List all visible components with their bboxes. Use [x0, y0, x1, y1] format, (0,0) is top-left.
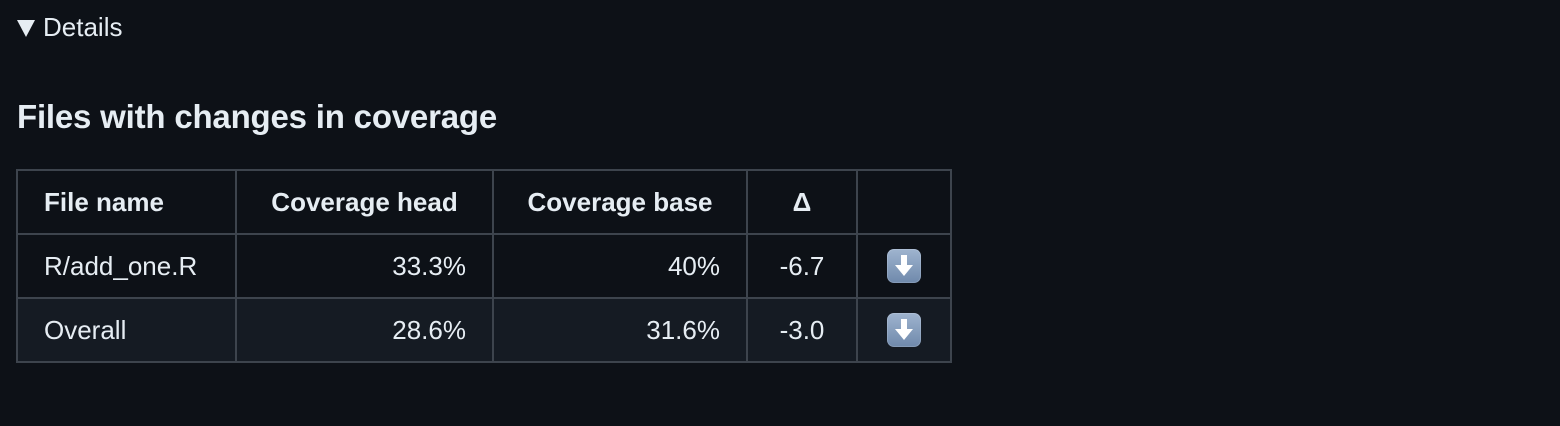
coverage-table: File name Coverage head Coverage base Δ …: [16, 169, 952, 363]
down-arrow-icon: [887, 249, 921, 284]
details-summary-toggle[interactable]: Details: [17, 10, 122, 44]
table-row: R/add_one.R 33.3% 40% -6.7: [16, 233, 952, 299]
table-row: Overall 28.6% 31.6% -3.0: [16, 297, 952, 363]
header-file-name: File name: [16, 169, 237, 235]
cell-coverage-head: 33.3%: [235, 233, 494, 299]
cell-coverage-base: 40%: [492, 233, 748, 299]
disclosure-triangle-icon: [17, 19, 35, 37]
cell-file-name: R/add_one.R: [16, 233, 237, 299]
cell-coverage-base: 31.6%: [492, 297, 748, 363]
header-indicator: [856, 169, 952, 235]
cell-delta: -6.7: [746, 233, 858, 299]
details-summary-label: Details: [43, 12, 123, 42]
cell-file-name: Overall: [16, 297, 237, 363]
header-coverage-head: Coverage head: [235, 169, 494, 235]
down-arrow-icon: [887, 313, 921, 348]
section-title: Files with changes in coverage: [17, 98, 497, 135]
header-delta: Δ: [746, 169, 858, 235]
table-header-row: File name Coverage head Coverage base Δ: [16, 169, 952, 235]
header-coverage-base: Coverage base: [492, 169, 748, 235]
cell-indicator: [856, 297, 952, 363]
cell-delta: -3.0: [746, 297, 858, 363]
cell-coverage-head: 28.6%: [235, 297, 494, 363]
cell-indicator: [856, 233, 952, 299]
